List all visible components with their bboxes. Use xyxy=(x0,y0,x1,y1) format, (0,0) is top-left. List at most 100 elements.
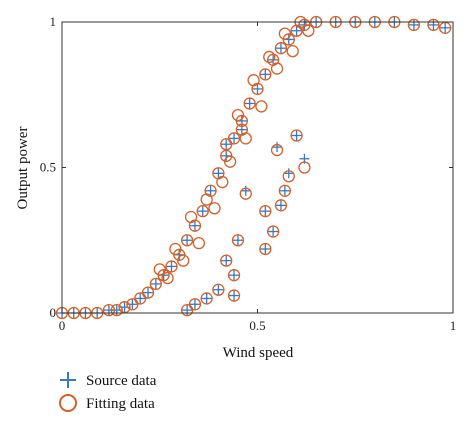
data-point-plus xyxy=(166,261,177,272)
x-axis-label: Wind speed xyxy=(223,345,294,361)
data-point-circle xyxy=(231,108,245,122)
data-point-plus xyxy=(201,293,212,304)
data-point-circle xyxy=(239,187,252,200)
data-point-plus xyxy=(205,185,216,196)
data-point-circle xyxy=(110,303,123,317)
data-point-plus xyxy=(260,69,271,80)
plot-area xyxy=(55,15,452,320)
data-point-circle xyxy=(134,292,147,305)
data-point-plus xyxy=(272,142,283,153)
x-tick-label: 0 xyxy=(59,318,66,333)
data-point-circle xyxy=(188,298,202,311)
data-point-circle xyxy=(149,277,162,291)
data-point-circle xyxy=(298,161,311,174)
data-point-plus xyxy=(275,200,286,211)
data-point-plus xyxy=(182,235,193,246)
x-tick-label: 0.5 xyxy=(249,318,265,333)
data-point-circle xyxy=(102,303,116,317)
axes: 0 0.5 1 0 0.5 1 xyxy=(40,14,457,333)
data-point-plus xyxy=(252,83,263,94)
data-point-plus xyxy=(440,22,451,33)
data-point-circle xyxy=(263,50,276,64)
data-point-circle xyxy=(247,74,260,87)
data-point-circle xyxy=(180,234,194,247)
data-point-plus xyxy=(213,284,224,295)
data-point-circle xyxy=(220,138,233,151)
plot-frame xyxy=(61,21,454,314)
data-point-circle xyxy=(180,303,194,317)
data-point-circle xyxy=(259,242,272,256)
data-point-circle xyxy=(200,193,213,206)
data-point-circle xyxy=(216,175,229,189)
data-point-circle xyxy=(220,254,233,267)
data-point-circle xyxy=(290,129,303,142)
data-point-circle xyxy=(427,18,440,32)
legend: Source data Fitting data xyxy=(59,372,157,412)
data-point-circle xyxy=(227,132,241,145)
data-point-circle xyxy=(239,132,252,145)
data-point-plus xyxy=(150,278,161,289)
legend-label-fitting-data: Fitting data xyxy=(86,396,155,412)
data-point-plus xyxy=(189,299,200,310)
data-point-circle xyxy=(200,292,213,305)
data-point-plus xyxy=(240,185,251,196)
data-point-plus xyxy=(283,168,294,179)
y-tick-label: 0 xyxy=(50,305,57,320)
legend-marker-plus-icon xyxy=(60,372,76,388)
y-tick-label: 1 xyxy=(50,14,57,29)
data-point-plus xyxy=(268,226,279,237)
legend-label-source-data: Source data xyxy=(86,373,157,389)
y-tick-label: 0.5 xyxy=(40,160,56,175)
legend-item-fitting-data: Fitting data xyxy=(59,394,155,412)
data-point-circle xyxy=(243,97,256,110)
series-fitting-data xyxy=(55,15,452,320)
data-point-circle xyxy=(407,18,421,32)
data-point-plus xyxy=(229,290,240,301)
data-point-plus xyxy=(189,220,200,231)
data-point-plus xyxy=(221,139,232,150)
data-point-plus xyxy=(229,270,240,281)
data-point-circle xyxy=(153,263,166,276)
data-point-plus xyxy=(244,98,255,109)
data-point-circle xyxy=(259,68,272,81)
data-point-circle xyxy=(286,44,299,58)
data-point-plus xyxy=(232,235,243,246)
data-point-circle xyxy=(184,210,198,224)
data-point-circle xyxy=(231,234,245,247)
data-point-circle xyxy=(208,202,221,215)
data-point-plus xyxy=(135,293,146,304)
data-point-plus xyxy=(291,130,302,141)
data-point-plus xyxy=(213,168,224,179)
data-point-circle xyxy=(223,155,237,168)
data-point-circle xyxy=(278,184,292,197)
data-point-plus xyxy=(275,43,286,54)
data-point-circle xyxy=(278,27,292,40)
legend-item-source-data: Source data xyxy=(60,372,157,389)
data-point-circle xyxy=(169,242,182,256)
data-point-circle xyxy=(266,225,280,238)
data-point-circle xyxy=(270,62,284,75)
data-point-circle xyxy=(165,260,178,273)
data-point-plus xyxy=(221,255,232,266)
series-source-data xyxy=(57,17,451,318)
data-point-plus xyxy=(291,25,302,36)
data-point-circle xyxy=(259,204,272,218)
data-point-circle xyxy=(282,170,295,183)
data-point-circle xyxy=(196,204,209,218)
data-point-circle xyxy=(255,100,268,113)
y-axis-label: Output power xyxy=(15,127,31,210)
data-point-circle xyxy=(227,289,241,302)
legend-marker-circle-icon xyxy=(59,394,77,412)
data-point-circle xyxy=(161,271,174,285)
data-point-plus xyxy=(197,206,208,217)
data-point-circle xyxy=(126,298,139,311)
data-point-circle xyxy=(274,199,288,212)
data-point-circle xyxy=(227,269,241,282)
data-point-plus xyxy=(279,185,290,196)
data-point-plus xyxy=(260,243,271,254)
data-point-circle xyxy=(192,237,206,250)
data-point-circle xyxy=(270,143,284,157)
data-point-plus xyxy=(260,206,271,217)
data-point-circle xyxy=(274,42,288,55)
